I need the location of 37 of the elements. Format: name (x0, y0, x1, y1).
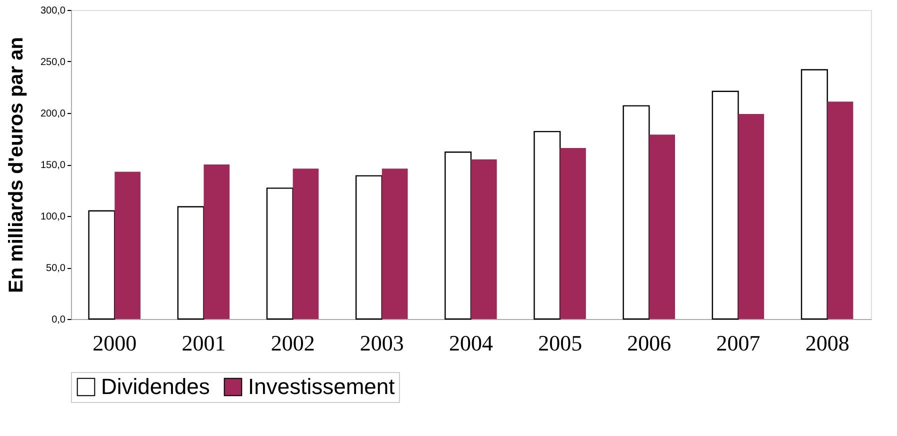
y-axis-title: En milliards d'euros par an (5, 37, 28, 293)
x-tick-label: 2003 (360, 330, 404, 356)
x-tick-label: 2007 (716, 330, 760, 356)
bar (649, 134, 676, 319)
x-tick-label: 2000 (92, 330, 137, 356)
bar (560, 148, 586, 319)
bar (534, 130, 561, 320)
bar (114, 172, 140, 319)
x-tick-label: 2001 (182, 330, 226, 356)
x-tick-label: 2002 (270, 330, 315, 356)
x-tick-label: 2008 (805, 330, 850, 356)
y-tick-label: 50,0 (46, 263, 66, 274)
bar (800, 69, 828, 320)
bar (827, 102, 854, 319)
bar (355, 175, 383, 320)
y-tick-label: 300,0 (40, 6, 66, 16)
bar (382, 168, 408, 319)
x-tick-label: 2006 (627, 330, 672, 356)
x-tick-label: 2005 (538, 330, 582, 356)
bar (292, 168, 319, 319)
x-tick-label: 2004 (449, 330, 493, 356)
bar (444, 152, 472, 320)
bar (738, 114, 764, 319)
bar (204, 164, 230, 319)
y-tick-label: 0,0 (52, 314, 66, 326)
y-tick-label: 100,0 (40, 212, 66, 222)
bar (712, 90, 739, 320)
bar (266, 188, 294, 320)
bar (177, 206, 204, 320)
y-tick-label: 200,0 (40, 108, 66, 120)
y-tick-label: 250,0 (40, 57, 66, 68)
legend-label: Dividendes (101, 374, 210, 399)
y-tick-label: 150,0 (40, 160, 66, 171)
bar (622, 105, 650, 320)
bar (471, 159, 497, 319)
bar (88, 210, 116, 320)
legend-label: Investissement (248, 374, 395, 399)
